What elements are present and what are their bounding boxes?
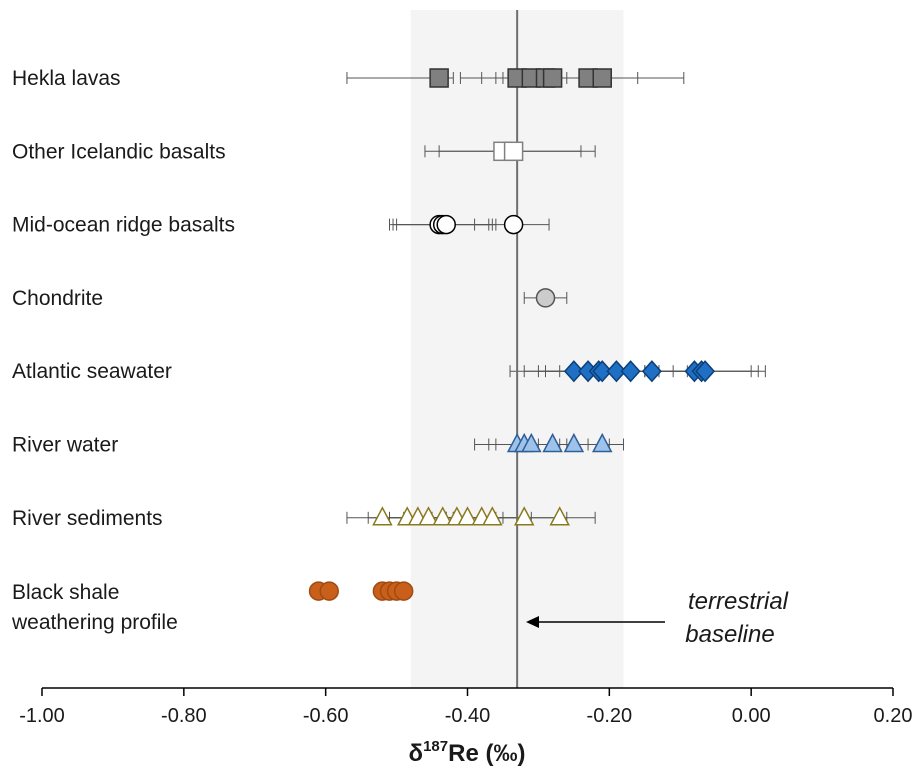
category-label-chondrite: Chondrite xyxy=(12,287,103,310)
x-tick-label: -0.40 xyxy=(445,705,491,727)
data-point-river-sediments xyxy=(432,506,453,526)
data-point-other-icelandic-basalts xyxy=(503,141,524,162)
x-axis-title-delta: δ xyxy=(409,740,424,767)
baseline-annotation: terrestrial baseline xyxy=(526,588,789,648)
data-point-river-water xyxy=(591,432,613,453)
x-axis-title: δ187Re (‰) xyxy=(409,738,526,767)
data-point-river-sediments xyxy=(513,506,535,526)
annotation-line-1: terrestrial xyxy=(688,588,789,615)
annotation-arrowhead xyxy=(526,616,539,628)
x-tick-label: 0.20 xyxy=(874,705,913,727)
data-point-atlantic-seawater xyxy=(606,360,627,383)
x-tick-label: -0.80 xyxy=(161,705,207,727)
category-label-mid-ocean-ridge-basalts: Mid-ocean ridge basalts xyxy=(12,214,235,237)
x-tick-label: -1.00 xyxy=(19,705,65,727)
category-label-black-shale-weathering-profile: Black shale xyxy=(12,581,119,604)
category-label-hekla-lavas: Hekla lavas xyxy=(12,67,121,90)
data-point-river-water xyxy=(542,432,563,453)
category-labels: Hekla lavas Other Icelandic basalts Mid-oc… xyxy=(11,67,235,634)
data-point-river-sediments xyxy=(549,506,570,526)
x-tick-label: 0.00 xyxy=(732,705,771,727)
data-point-river-water xyxy=(521,432,542,453)
data-point-hekla-lavas xyxy=(542,68,563,88)
data-point-river-sediments xyxy=(418,506,439,526)
data-point-black-shale-weathering-profile xyxy=(319,581,339,601)
x-axis: -1.00 -0.80 -0.60 -0.40 -0.20 0.00 0.20 xyxy=(19,687,912,727)
data-point-hekla-lavas xyxy=(429,68,449,88)
data-point-river-sediments xyxy=(457,506,478,526)
annotation-line-2: baseline xyxy=(685,621,774,648)
category-label-atlantic-seawater: Atlantic seawater xyxy=(12,360,172,383)
data-point-hekla-lavas xyxy=(592,68,612,88)
data-point-mid-ocean-ridge-basalts xyxy=(503,214,524,235)
category-label-river-water: River water xyxy=(12,434,118,457)
category-label-black-shale-weathering-profile: weathering profile xyxy=(11,611,178,634)
data-point-river-sediments xyxy=(372,506,393,526)
data-point-river-water xyxy=(563,432,585,453)
data-point-mid-ocean-ridge-basalts xyxy=(436,214,456,235)
data-markers xyxy=(308,68,716,601)
category-label-river-sediments: River sediments xyxy=(12,507,163,530)
data-point-atlantic-seawater xyxy=(695,360,716,383)
data-point-atlantic-seawater xyxy=(563,360,584,383)
x-tick-label: -0.60 xyxy=(303,705,349,727)
x-ticks: -1.00 -0.80 -0.60 -0.40 -0.20 0.00 0.20 xyxy=(19,688,912,727)
data-point-river-sediments xyxy=(482,506,503,526)
x-tick-label: -0.20 xyxy=(587,705,633,727)
data-point-chondrite xyxy=(535,288,556,308)
x-axis-title-rest: Re (‰) xyxy=(448,740,525,767)
data-point-black-shale-weathering-profile xyxy=(393,581,414,601)
x-axis-title-superscript: 187 xyxy=(423,738,448,755)
data-point-atlantic-seawater xyxy=(592,360,613,383)
category-label-other-icelandic-basalts: Other Icelandic basalts xyxy=(12,140,226,163)
data-point-atlantic-seawater xyxy=(620,360,641,383)
data-point-atlantic-seawater xyxy=(641,360,662,383)
